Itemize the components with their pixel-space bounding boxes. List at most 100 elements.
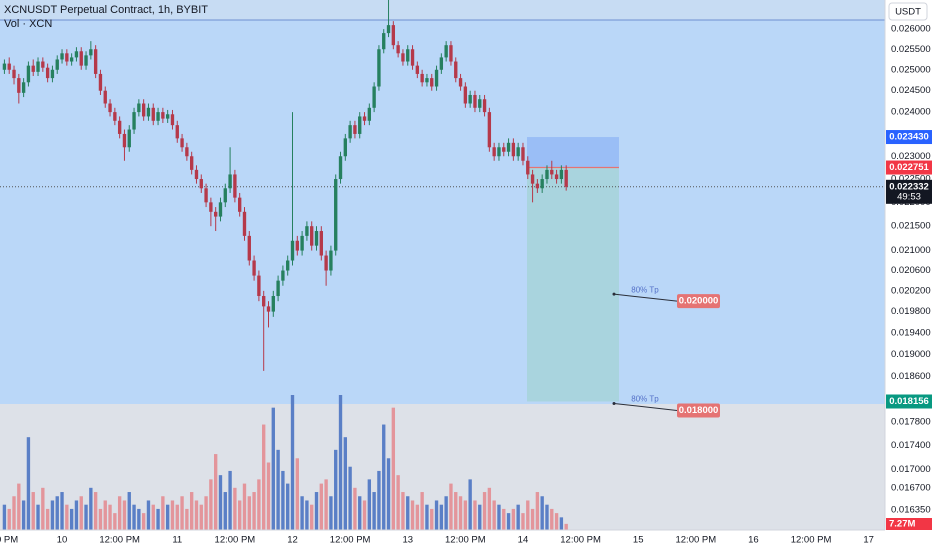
- volume-bar: [367, 479, 372, 530]
- volume-bar: [228, 470, 232, 530]
- volume-bar: [300, 496, 304, 530]
- stop-zone: [527, 137, 619, 168]
- y-tick-label: 0.016700: [891, 483, 931, 494]
- candle-body: [329, 250, 333, 271]
- candle-body: [266, 306, 271, 312]
- volume-bar: [377, 470, 381, 530]
- volume-bar: [50, 500, 55, 530]
- x-tick-label: 12:00 PM: [445, 535, 486, 546]
- candle-body: [21, 82, 26, 93]
- volume-bar: [324, 479, 328, 530]
- y-tick-label: 0.024500: [891, 85, 931, 96]
- volume-bar: [84, 504, 88, 530]
- candle-body: [199, 179, 203, 189]
- candle-body: [444, 45, 448, 58]
- candle-body: [324, 255, 328, 271]
- candle-body: [180, 138, 184, 148]
- candle-body: [45, 67, 50, 79]
- volume-bar: [559, 517, 564, 530]
- volume-bar: [238, 500, 242, 530]
- candle-body: [281, 270, 285, 281]
- volume-tag: [886, 518, 932, 530]
- volume-bar: [103, 500, 107, 530]
- candle-body: [117, 120, 122, 134]
- candle-body: [286, 260, 290, 271]
- volume-bar: [242, 483, 247, 530]
- candle-body: [468, 94, 472, 104]
- candle-body: [7, 63, 11, 70]
- volume-bar: [329, 496, 333, 530]
- volume-bar: [487, 487, 492, 530]
- candle-body: [415, 65, 420, 74]
- annotation-box: [677, 403, 720, 418]
- candle-body: [430, 78, 434, 87]
- y-tick-label: 0.017800: [891, 417, 931, 428]
- candle-body: [26, 65, 31, 83]
- candle-body: [391, 25, 396, 46]
- x-tick-label: 17: [863, 535, 874, 546]
- volume-bar: [554, 513, 559, 530]
- price-tag: [886, 160, 932, 175]
- y-tick-label: 0.023000: [891, 151, 931, 162]
- candle-body: [93, 49, 98, 74]
- volume-bar: [41, 487, 45, 530]
- y-tick-label: 0.020200: [891, 285, 931, 296]
- volume-bar: [132, 504, 136, 530]
- candle-body: [170, 114, 175, 126]
- candle-body: [506, 142, 511, 152]
- candle-body: [141, 103, 146, 117]
- volume-bar: [516, 504, 520, 530]
- volume-bar: [382, 424, 386, 530]
- volume-bar: [257, 479, 261, 530]
- currency-box[interactable]: [888, 2, 928, 21]
- candle-body: [161, 112, 165, 119]
- y-tick-label: 0.025500: [891, 44, 931, 55]
- volume-bar: [401, 492, 405, 530]
- volume-bar: [458, 496, 463, 530]
- candle-body: [36, 61, 40, 72]
- x-tick-label: 12:00 PM: [560, 535, 601, 546]
- candle-body: [492, 147, 496, 157]
- candle-body: [487, 112, 492, 148]
- y-tick-label: 0.017400: [891, 440, 931, 451]
- target-zone: [527, 167, 619, 402]
- volume-bar: [506, 513, 511, 530]
- volume-bar: [473, 500, 477, 530]
- candle-body: [50, 69, 55, 79]
- volume-bar: [161, 496, 165, 530]
- candle-body: [233, 174, 237, 198]
- candle-body: [358, 116, 362, 134]
- time-axis: [0, 530, 885, 550]
- candle-body: [156, 112, 160, 121]
- candle-body: [458, 78, 463, 87]
- price-tag: [886, 130, 932, 145]
- volume-bar: [276, 449, 280, 530]
- volume-bar: [17, 483, 21, 530]
- candle-body: [482, 99, 487, 113]
- volume-bar: [305, 500, 309, 530]
- volume-bar: [444, 496, 448, 530]
- y-tick-label: 0.024000: [891, 107, 931, 118]
- currency[interactable]: USDT: [895, 7, 921, 18]
- volume-bar: [386, 458, 391, 530]
- volume-bar: [89, 487, 93, 530]
- volume-bar: [117, 496, 122, 530]
- volume-bar: [314, 492, 319, 530]
- candle-body: [550, 169, 554, 175]
- volume-bar: [175, 504, 179, 530]
- candle-body: [113, 112, 117, 121]
- volume-bar: [247, 496, 251, 530]
- candle-body: [175, 125, 179, 139]
- x-tick-label: 11: [172, 535, 182, 546]
- price-tag: [886, 179, 932, 204]
- candle-body: [89, 49, 93, 56]
- volume-bar: [358, 496, 362, 530]
- volume-bar: [564, 523, 568, 530]
- candle-body: [401, 53, 405, 62]
- volume-bar: [463, 500, 468, 530]
- candle-body: [564, 169, 568, 187]
- volume-name: Vol · XCN: [4, 18, 52, 30]
- candle-body: [372, 86, 376, 108]
- volume-bar: [93, 492, 98, 530]
- volume-bar: [7, 508, 11, 530]
